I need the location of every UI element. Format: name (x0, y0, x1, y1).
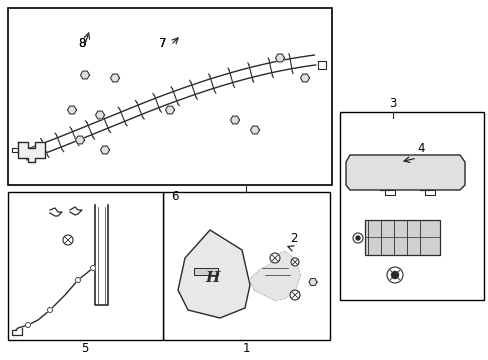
Polygon shape (110, 74, 119, 82)
Text: 6: 6 (171, 189, 179, 202)
Text: 8: 8 (78, 36, 85, 50)
Polygon shape (300, 74, 309, 82)
Polygon shape (346, 155, 464, 190)
Text: 5: 5 (81, 342, 88, 356)
Bar (8, 192, 163, 340)
Text: 4: 4 (416, 141, 424, 154)
Circle shape (269, 253, 280, 263)
Text: 7: 7 (159, 36, 166, 50)
Text: 3: 3 (388, 96, 396, 109)
Text: 8: 8 (78, 36, 85, 50)
Circle shape (90, 266, 95, 270)
Bar (8, 8, 331, 185)
Circle shape (290, 258, 298, 266)
Polygon shape (178, 230, 249, 318)
Text: 7: 7 (159, 36, 166, 50)
Circle shape (25, 323, 30, 328)
Polygon shape (275, 54, 284, 62)
Polygon shape (249, 252, 299, 300)
Circle shape (47, 307, 52, 312)
Circle shape (386, 267, 402, 283)
Circle shape (352, 233, 362, 243)
Polygon shape (230, 116, 239, 124)
Polygon shape (67, 106, 76, 114)
Polygon shape (18, 142, 45, 162)
Polygon shape (165, 106, 174, 114)
Text: 1: 1 (242, 342, 249, 356)
Circle shape (289, 290, 299, 300)
Polygon shape (101, 146, 109, 154)
Circle shape (63, 235, 73, 245)
Polygon shape (250, 126, 259, 134)
Circle shape (75, 278, 81, 283)
Text: H: H (205, 271, 220, 285)
Bar (364, 220, 439, 255)
Polygon shape (95, 111, 104, 119)
Bar (163, 192, 329, 340)
Text: 2: 2 (290, 231, 297, 244)
Bar (194, 268, 218, 275)
Circle shape (391, 271, 398, 279)
Circle shape (355, 236, 359, 240)
Polygon shape (81, 71, 89, 79)
Polygon shape (308, 279, 316, 285)
Polygon shape (75, 136, 84, 144)
Bar (339, 112, 483, 300)
